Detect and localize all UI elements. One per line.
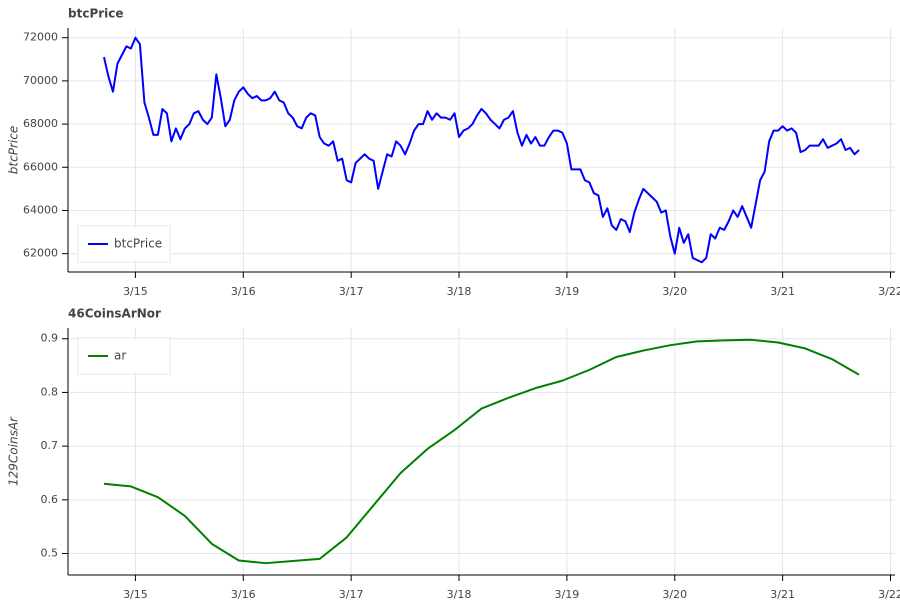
y-tick-label: 64000	[23, 203, 58, 216]
legend-label: ar	[114, 349, 126, 363]
y-tick-label: 0.5	[41, 547, 59, 560]
y-tick-label: 62000	[23, 247, 58, 260]
x-tick-label: 3/22	[878, 285, 900, 298]
x-tick-label: 3/20	[662, 588, 687, 600]
x-tick-label: 3/15	[123, 285, 148, 298]
legend: ar	[78, 338, 170, 374]
x-tick-label: 3/19	[555, 285, 580, 298]
x-tick-label: 3/19	[555, 588, 580, 600]
y-tick-label: 0.9	[41, 332, 59, 345]
x-tick-label: 3/21	[770, 285, 795, 298]
x-tick-label: 3/22	[878, 588, 900, 600]
legend-label: btcPrice	[114, 237, 162, 251]
y-tick-label: 66000	[23, 160, 58, 173]
y-tick-label: 70000	[23, 74, 58, 87]
y-axis-label: 129CoinsAr	[7, 416, 21, 486]
y-tick-label: 0.8	[41, 385, 59, 398]
x-tick-label: 3/17	[339, 285, 364, 298]
x-tick-label: 3/16	[231, 285, 256, 298]
data-line	[104, 38, 859, 263]
x-tick-label: 3/15	[123, 588, 148, 600]
chart-title: 46CoinsArNor	[68, 307, 161, 321]
y-tick-label: 0.7	[41, 439, 59, 452]
data-line	[104, 340, 859, 563]
chart-panel: 46CoinsArNor 129CoinsAr 0.5 0.6 0.7 0.8 0.9 3/1…	[7, 307, 900, 601]
y-tick-label: 72000	[23, 31, 58, 44]
x-tick-label: 3/18	[447, 588, 472, 600]
x-tick-label: 3/21	[770, 588, 795, 600]
x-tick-label: 3/16	[231, 588, 256, 600]
chart-title: btcPrice	[68, 7, 124, 21]
x-tick-label: 3/17	[339, 588, 364, 600]
y-tick-label: 0.6	[41, 493, 59, 506]
chart-panel: btcPrice btcPrice 62000 64000 66000 68000 7000…	[7, 7, 900, 299]
legend: btcPrice	[78, 226, 170, 262]
x-tick-label: 3/18	[447, 285, 472, 298]
y-axis-label: btcPrice	[7, 126, 21, 174]
x-tick-label: 3/20	[662, 285, 687, 298]
y-tick-label: 68000	[23, 117, 58, 130]
